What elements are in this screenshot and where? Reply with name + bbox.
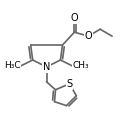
Text: N: N xyxy=(43,62,50,72)
Text: S: S xyxy=(66,79,72,89)
Text: CH₃: CH₃ xyxy=(72,61,89,70)
Text: O: O xyxy=(84,31,92,41)
Text: O: O xyxy=(71,13,78,23)
Text: H₃C: H₃C xyxy=(4,61,21,70)
